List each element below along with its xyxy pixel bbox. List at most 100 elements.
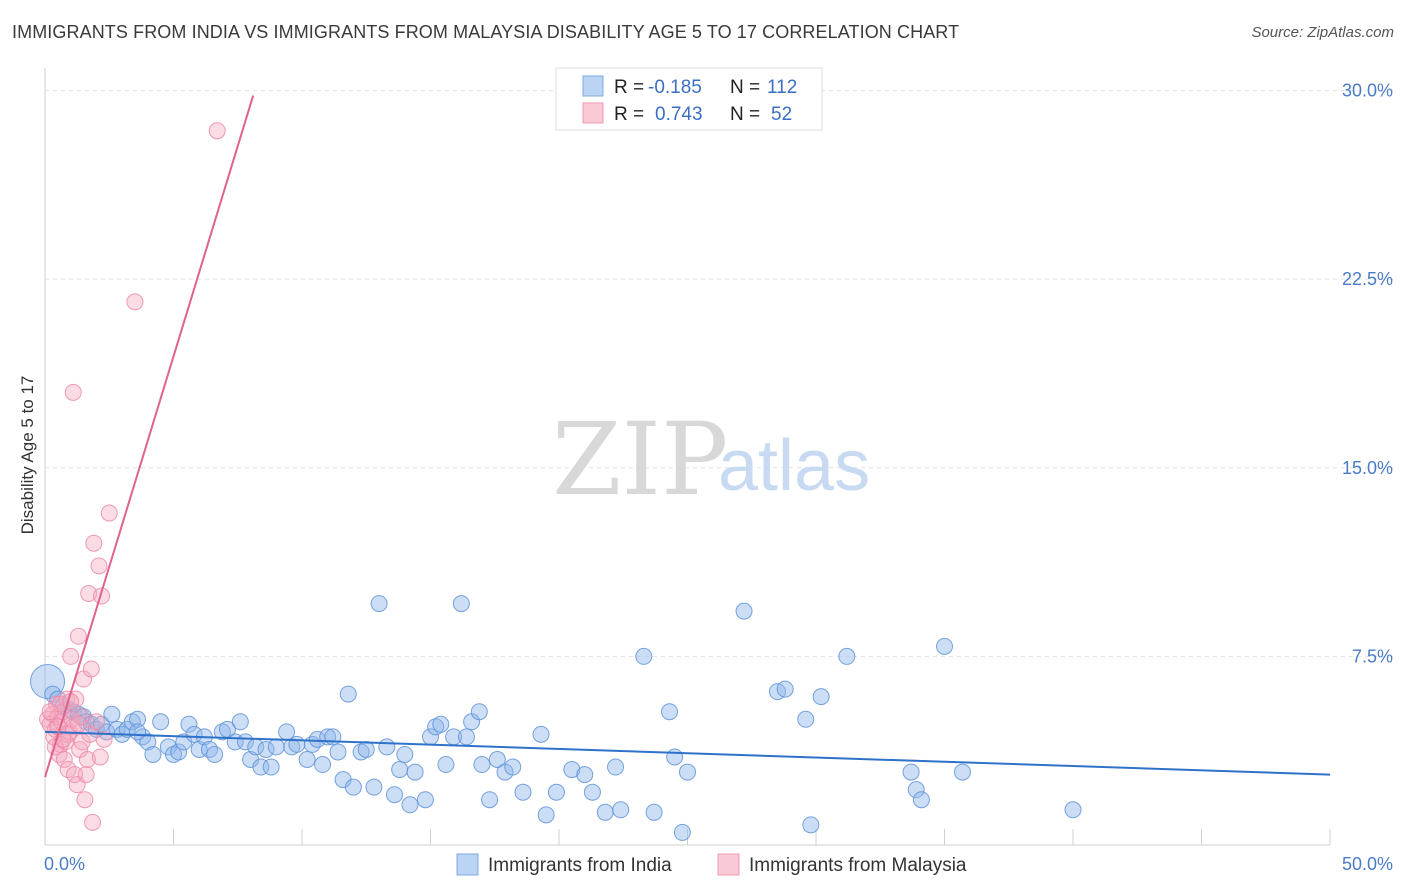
india-point bbox=[267, 738, 285, 756]
india-point bbox=[200, 740, 218, 758]
india-point bbox=[180, 715, 198, 733]
india-point bbox=[252, 758, 270, 776]
india-point bbox=[532, 725, 550, 743]
india-point bbox=[357, 740, 375, 758]
malaysia-point bbox=[84, 813, 102, 831]
india-point bbox=[838, 647, 856, 665]
india-point bbox=[437, 756, 455, 774]
malaysia-point bbox=[126, 293, 144, 311]
india-trendline bbox=[44, 730, 1331, 776]
malaysia-point bbox=[95, 730, 113, 748]
india-point bbox=[661, 703, 679, 721]
india-point bbox=[547, 783, 565, 801]
malaysia-point bbox=[77, 766, 95, 784]
chart-title: IMMIGRANTS FROM INDIA VS IMMIGRANTS FROM… bbox=[12, 22, 960, 42]
india-point bbox=[666, 748, 684, 766]
malaysia-point bbox=[41, 703, 59, 721]
stats-legend: R = -0.185 N = 112 R = 0.743 N = 52 bbox=[555, 67, 823, 131]
india-point bbox=[607, 758, 625, 776]
india-point bbox=[936, 637, 953, 655]
india-point bbox=[583, 783, 601, 801]
malaysia-points bbox=[39, 122, 226, 831]
india-point bbox=[802, 816, 820, 834]
india-point bbox=[386, 786, 404, 804]
chart-source: Source: ZipAtlas.com bbox=[1251, 24, 1394, 41]
malaysia-point bbox=[78, 750, 96, 768]
india-point bbox=[139, 733, 157, 751]
india-point bbox=[401, 796, 419, 814]
india-point bbox=[329, 743, 347, 761]
india-point bbox=[134, 728, 152, 746]
india-point bbox=[129, 710, 147, 728]
india-point bbox=[481, 791, 499, 809]
india-point bbox=[262, 758, 280, 776]
india-point bbox=[432, 715, 450, 733]
malaysia-point bbox=[54, 730, 72, 748]
malaysia-point bbox=[85, 534, 103, 552]
india-n-value: 112 bbox=[767, 77, 797, 98]
malaysia-point bbox=[82, 660, 100, 678]
y-tick-label-3: 30.0% bbox=[1342, 81, 1393, 101]
india-point bbox=[298, 750, 316, 768]
india-point bbox=[776, 680, 794, 698]
india-point bbox=[30, 664, 66, 700]
india-point bbox=[396, 745, 414, 763]
india-point bbox=[912, 791, 930, 809]
india-point bbox=[370, 595, 388, 613]
india-r-value: -0.185 bbox=[648, 77, 702, 98]
india-point bbox=[103, 705, 121, 723]
india-point bbox=[679, 763, 696, 781]
india-point bbox=[596, 803, 614, 821]
india-r-label: R = bbox=[614, 77, 644, 98]
india-point bbox=[504, 758, 522, 776]
india-point bbox=[473, 756, 491, 774]
malaysia-point bbox=[87, 713, 105, 731]
india-point bbox=[576, 766, 594, 784]
y-tick-label-1: 15.0% bbox=[1342, 458, 1393, 478]
india-point bbox=[907, 781, 925, 799]
malaysia-point bbox=[80, 585, 98, 603]
india-point bbox=[673, 823, 691, 841]
india-points bbox=[30, 595, 1082, 841]
malaysia-legend-swatch bbox=[582, 102, 604, 124]
watermark: ZIP atlas bbox=[552, 401, 870, 518]
y-tick-label-2: 22.5% bbox=[1342, 269, 1393, 289]
india-point bbox=[406, 763, 424, 781]
malaysia-point bbox=[90, 557, 108, 575]
india-point bbox=[190, 740, 208, 758]
india-point bbox=[1064, 801, 1082, 819]
india-point bbox=[231, 713, 249, 731]
malaysia-n-value: 52 bbox=[771, 104, 792, 125]
india-point bbox=[185, 725, 203, 743]
india-point bbox=[452, 595, 470, 613]
india-point bbox=[344, 778, 362, 796]
watermark-zip: ZIP bbox=[552, 401, 728, 518]
x-tick-labels: 0.0% 50.0% bbox=[44, 854, 1393, 874]
india-point bbox=[612, 801, 630, 819]
series-legend: Immigrants from India Immigrants from Ma… bbox=[456, 853, 967, 876]
trendlines bbox=[44, 95, 1331, 778]
malaysia-point bbox=[66, 766, 84, 784]
watermark-atlas: atlas bbox=[718, 426, 870, 506]
india-point bbox=[152, 713, 170, 731]
malaysia-point bbox=[100, 504, 118, 522]
x-tick-label-min: 0.0% bbox=[44, 854, 85, 874]
india-point bbox=[170, 743, 188, 761]
india-point bbox=[488, 750, 506, 768]
india-point bbox=[635, 647, 653, 665]
india-point bbox=[391, 761, 409, 779]
y-axis-label: Disability Age 5 to 17 bbox=[18, 376, 37, 535]
malaysia-point bbox=[69, 627, 87, 645]
india-point bbox=[797, 710, 815, 728]
india-point bbox=[953, 763, 971, 781]
india-point bbox=[514, 783, 532, 801]
india-point bbox=[645, 803, 663, 821]
malaysia-point bbox=[93, 587, 111, 605]
india-point bbox=[563, 761, 581, 779]
y-tick-labels: 7.5% 15.0% 22.5% 30.0% bbox=[1342, 81, 1393, 667]
india-point bbox=[902, 763, 920, 781]
malaysia-trendline bbox=[44, 95, 255, 778]
malaysia-point bbox=[64, 383, 82, 401]
india-point bbox=[735, 602, 753, 620]
